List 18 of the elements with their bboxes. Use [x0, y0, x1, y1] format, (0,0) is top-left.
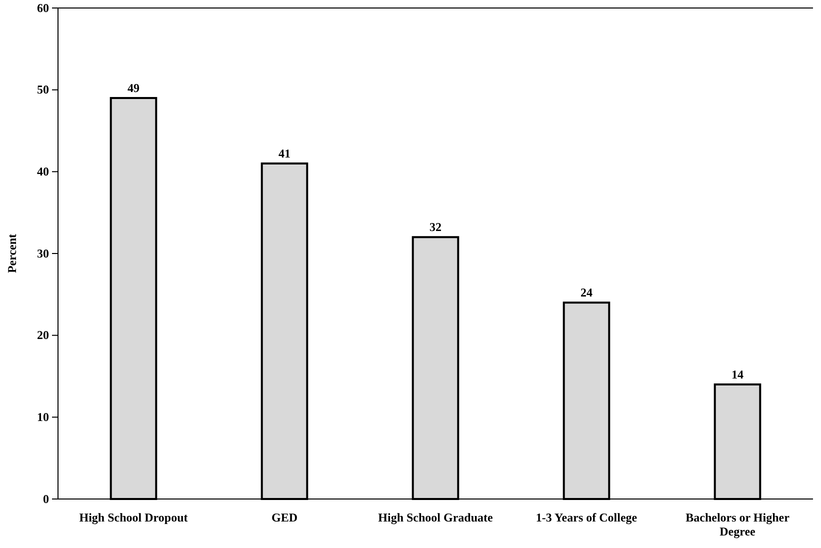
y-axis-title: Percent: [5, 234, 19, 274]
x-tick-label: High School Graduate: [378, 510, 494, 525]
y-tick-label: 30: [37, 246, 49, 260]
data-label: 24: [580, 286, 592, 300]
y-tick-label: 50: [37, 82, 49, 97]
y-tick-label: 0: [43, 492, 49, 506]
data-label: 14: [732, 367, 744, 382]
data-label: 32: [430, 220, 442, 234]
y-tick-label: 40: [37, 164, 49, 179]
data-label: 49: [128, 81, 140, 96]
x-tick-label: GED: [271, 510, 298, 525]
x-tick-label: Bachelors or Higher Degree: [686, 510, 790, 538]
x-tick-label: High School Dropout: [79, 510, 188, 525]
x-tick-label: 1-3 Years of College: [536, 510, 638, 525]
data-label: 41: [278, 146, 290, 160]
y-tick-label: 10: [37, 410, 49, 424]
y-tick-label: 60: [37, 0, 49, 15]
y-tick-label: 20: [37, 328, 49, 342]
